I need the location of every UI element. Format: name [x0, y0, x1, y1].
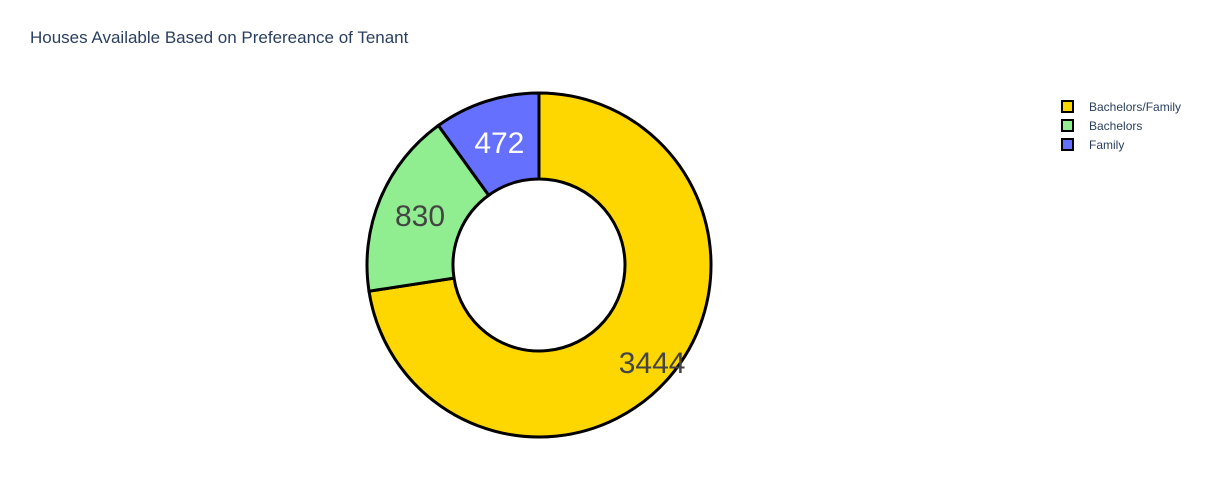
- legend-item[interactable]: Bachelors: [1061, 119, 1142, 133]
- slice-bachelors[interactable]: [365, 123, 491, 293]
- legend-swatch: [1061, 138, 1074, 151]
- slice-bachelors-family[interactable]: [367, 91, 713, 439]
- slice-value-label: 472: [474, 127, 524, 160]
- slice-value-label: 830: [395, 200, 445, 233]
- slice-family[interactable]: [436, 91, 541, 198]
- legend-label: Family: [1089, 138, 1124, 152]
- slice-value-label: 3444: [619, 347, 686, 380]
- legend-label: Bachelors: [1089, 119, 1142, 133]
- legend-label: Bachelors/Family: [1089, 100, 1181, 114]
- chart-title: Houses Available Based on Prefereance of…: [30, 28, 409, 47]
- legend-swatch: [1061, 119, 1074, 132]
- legend-item[interactable]: Bachelors/Family: [1061, 100, 1181, 114]
- legend-item[interactable]: Family: [1061, 138, 1124, 152]
- slice-labels: 3444 830 472: [395, 127, 685, 380]
- legend: Bachelors/Family Bachelors Family: [1061, 100, 1181, 152]
- donut-slices: [365, 91, 713, 439]
- legend-swatch: [1061, 100, 1074, 113]
